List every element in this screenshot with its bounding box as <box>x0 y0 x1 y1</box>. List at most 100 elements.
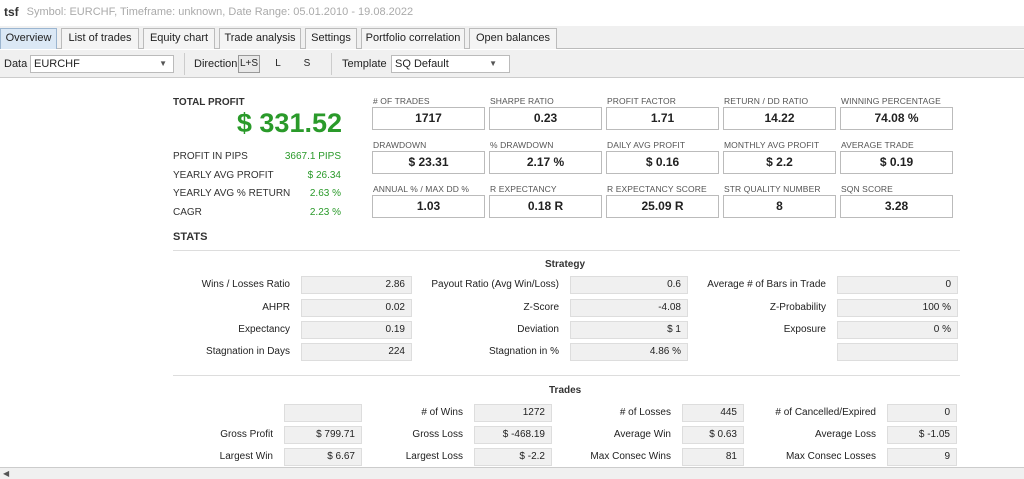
stat-value: 0.6 <box>570 276 688 294</box>
metric-label: AVERAGE TRADE <box>841 140 914 150</box>
metric-label: SHARPE RATIO <box>490 96 554 106</box>
metric-label: PROFIT FACTOR <box>607 96 676 106</box>
stat-value: 0.02 <box>301 299 412 317</box>
direction-both-button[interactable]: L+S <box>238 55 260 73</box>
metric-label: MONTHLY AVG PROFIT <box>724 140 820 150</box>
stat-value: 0 <box>837 276 958 294</box>
metric-value: 3.28 <box>840 195 953 218</box>
stat-value: $ -2.2 <box>474 448 552 466</box>
stat-value: 224 <box>301 343 412 361</box>
tab-overview[interactable]: Overview <box>0 28 57 49</box>
tab-trade-analysis[interactable]: Trade analysis <box>219 28 301 49</box>
metric-value: 1.03 <box>372 195 485 218</box>
stat-value: $ 1 <box>570 321 688 339</box>
direction-short-button[interactable]: S <box>303 58 311 69</box>
stat-value: $ -468.19 <box>474 426 552 444</box>
stat-label: Wins / Losses Ratio <box>201 279 290 290</box>
strategy-heading: Strategy <box>545 259 586 270</box>
tab-list-of-trades[interactable]: List of trades <box>61 28 139 49</box>
stat-label: # of Losses <box>619 407 671 418</box>
stat-value: -4.08 <box>570 299 688 317</box>
data-label: Data <box>4 58 28 70</box>
stat-label: Gross Profit <box>220 429 273 440</box>
metric-value: 25.09 R <box>606 195 719 218</box>
tab-open-balances[interactable]: Open balances <box>469 28 557 49</box>
metric-value: 0.23 <box>489 107 602 130</box>
stats-heading: STATS <box>173 231 208 243</box>
divider <box>184 53 185 75</box>
stat-value: 81 <box>682 448 744 466</box>
stat-label: Stagnation in Days <box>206 346 290 357</box>
metric-value: $ 23.31 <box>372 151 485 174</box>
tab-equity-chart[interactable]: Equity chart <box>143 28 215 49</box>
metric-value: $ 2.2 <box>723 151 836 174</box>
metric-value: 1.71 <box>606 107 719 130</box>
metric-label: DAILY AVG PROFIT <box>607 140 686 150</box>
stat-label: # of Wins <box>421 407 463 418</box>
stat-label: Largest Win <box>219 451 273 462</box>
stat-label: Max Consec Losses <box>785 451 876 462</box>
metric-value: 0.18 R <box>489 195 602 218</box>
data-select[interactable]: EURCHF ▼ <box>30 55 174 73</box>
stat-value: 9 <box>887 448 957 466</box>
stat-label: Expectancy <box>238 324 290 335</box>
template-select[interactable]: SQ Default ▼ <box>391 55 510 73</box>
metric-label: DRAWDOWN <box>373 140 427 150</box>
title-bar: tsf Symbol: EURCHF, Timeframe: unknown, … <box>0 0 1024 24</box>
template-label: Template <box>342 58 387 70</box>
tab-bar: Overview List of trades Equity chart Tra… <box>0 26 1024 49</box>
stat-value <box>284 404 362 422</box>
metric-label: SQN SCORE <box>841 184 893 194</box>
stat-value: 0 % <box>837 321 958 339</box>
metric-value: $ 0.16 <box>606 151 719 174</box>
metric-label: WINNING PERCENTAGE <box>841 96 941 106</box>
metric-label: ANNUAL % / MAX DD % <box>373 184 470 194</box>
stat-label: Average Win <box>613 429 671 440</box>
toolbar: Data EURCHF ▼ Direction L+S L S Template… <box>0 50 1024 78</box>
summary-row: YEARLY AVG PROFIT $ 26.34 <box>173 170 341 181</box>
metric-label: RETURN / DD RATIO <box>724 96 809 106</box>
stat-value: 0.19 <box>301 321 412 339</box>
direction-label: Direction <box>194 58 238 70</box>
horizontal-scrollbar[interactable]: ◀ <box>0 467 1024 479</box>
stat-value: $ 0.63 <box>682 426 744 444</box>
metric-label: % DRAWDOWN <box>490 140 554 150</box>
direction-long-button[interactable]: L <box>275 58 281 69</box>
stat-label: Largest Loss <box>405 451 463 462</box>
tab-settings[interactable]: Settings <box>305 28 357 49</box>
overview-panel: TOTAL PROFIT $ 331.52 PROFIT IN PIPS 3667… <box>0 79 1024 467</box>
metric-value: 1717 <box>372 107 485 130</box>
metric-label: STR QUALITY NUMBER <box>724 184 821 194</box>
divider <box>331 53 332 75</box>
stat-label: Max Consec Wins <box>590 451 671 462</box>
stat-label: # of Cancelled/Expired <box>775 407 876 418</box>
stat-value: $ 799.71 <box>284 426 362 444</box>
tab-portfolio-correlation[interactable]: Portfolio correlation <box>361 28 465 49</box>
stat-label: Z-Probability <box>769 302 826 313</box>
stat-label: Z-Score <box>523 302 559 313</box>
metric-value: 8 <box>723 195 836 218</box>
metric-label: R EXPECTANCY <box>490 184 557 194</box>
metric-label: R EXPECTANCY SCORE <box>607 184 707 194</box>
divider <box>173 250 960 251</box>
stat-label: Payout Ratio (Avg Win/Loss) <box>431 279 559 290</box>
stat-value: $ 6.67 <box>284 448 362 466</box>
stat-label: Stagnation in % <box>488 346 559 357</box>
window-meta: Symbol: EURCHF, Timeframe: unknown, Date… <box>26 6 414 18</box>
stat-value: 0 <box>887 404 957 422</box>
summary-row: PROFIT IN PIPS 3667.1 PIPS <box>173 151 341 162</box>
template-select-value: SQ Default <box>395 58 449 70</box>
divider <box>173 375 960 376</box>
total-profit-value: $ 331.52 <box>236 108 342 138</box>
stat-value: 2.86 <box>301 276 412 294</box>
stat-value: $ -1.05 <box>887 426 957 444</box>
stat-label: Exposure <box>783 324 826 335</box>
metric-label: # OF TRADES <box>373 96 430 106</box>
stat-label: Gross Loss <box>412 429 463 440</box>
scroll-left-icon[interactable]: ◀ <box>3 469 10 478</box>
stat-label: Average Loss <box>815 429 876 440</box>
chevron-down-icon: ▼ <box>489 59 497 68</box>
metric-value: 2.17 % <box>489 151 602 174</box>
total-profit-label: TOTAL PROFIT <box>173 97 245 108</box>
metric-value: 74.08 % <box>840 107 953 130</box>
